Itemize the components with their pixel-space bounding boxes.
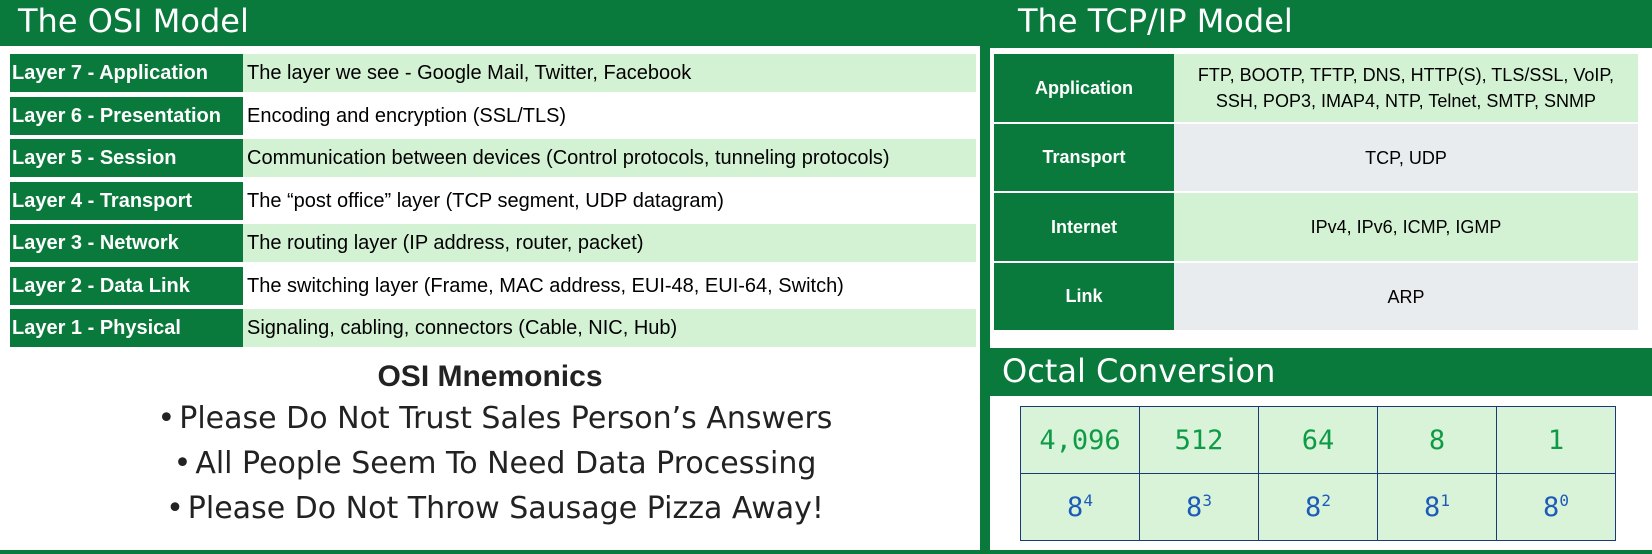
octal-power: 81: [1377, 473, 1497, 541]
osi-layer-table: Layer 7 - Application The layer we see -…: [10, 54, 976, 352]
osi-layer-description: The “post office” layer (TCP segment, UD…: [247, 189, 724, 212]
octal-place-value: 512: [1139, 406, 1259, 474]
octal-powers-row: 84 83 82 81 80: [1020, 473, 1616, 541]
osi-header: The OSI Model: [0, 0, 990, 46]
octal-base: 8: [1186, 492, 1203, 523]
osi-layer-label: Layer 2 - Data Link: [10, 266, 243, 305]
mnemonics-title: OSI Mnemonics: [377, 360, 603, 393]
tcpip-layer-protocols: FTP, BOOTP, TFTP, DNS, HTTP(S), TLS/SSL,…: [1174, 54, 1638, 122]
octal-power: 83: [1139, 473, 1259, 541]
osi-layer-description: Communication between devices (Control p…: [243, 139, 976, 177]
osi-row-layer-5: Layer 5 - Session Communication between …: [10, 139, 976, 177]
osi-layer-description: The switching layer (Frame, MAC address,…: [247, 274, 844, 297]
tcpip-title: The TCP/IP Model: [1018, 2, 1293, 40]
octal-exponent: 3: [1202, 491, 1212, 510]
octal-exponent: 2: [1321, 491, 1331, 510]
tcpip-row-link: Link ARP: [994, 263, 1638, 330]
octal-power: 82: [1258, 473, 1378, 541]
octal-base: 8: [1305, 492, 1322, 523]
osi-layer-label: Layer 3 - Network: [10, 224, 243, 262]
octal-title: Octal Conversion: [1002, 352, 1276, 390]
octal-exponent: 0: [1559, 491, 1569, 510]
octal-exponent: 4: [1083, 491, 1093, 510]
osi-row-layer-1: Layer 1 - Physical Signaling, cabling, c…: [10, 309, 976, 347]
tcpip-row-transport: Transport TCP, UDP: [994, 124, 1638, 191]
osi-layer-description: Encoding and encryption (SSL/TLS): [247, 104, 567, 127]
osi-layer-label: Layer 7 - Application: [10, 54, 243, 92]
mnemonic-item: All People Seem To Need Data Processing: [0, 441, 990, 486]
tcpip-layer-label: Internet: [994, 193, 1174, 261]
protocols-line: SSH, POP3, IMAP4, NTP, Telnet, SMTP, SNM…: [1215, 91, 1597, 111]
octal-values-row: 4,096 512 64 8 1: [1020, 406, 1616, 474]
tcpip-layer-label: Link: [994, 263, 1174, 330]
octal-header: Octal Conversion: [990, 348, 1652, 396]
osi-row-layer-2: Layer 2 - Data Link The switching layer …: [10, 266, 976, 305]
octal-base: 8: [1543, 492, 1560, 523]
tcpip-layer-protocols: TCP, UDP: [1174, 124, 1638, 191]
tcpip-header: The TCP/IP Model: [990, 0, 1652, 48]
protocols-line: FTP, BOOTP, TFTP, DNS, HTTP(S), TLS/SSL,…: [1197, 65, 1615, 85]
bottom-border: [0, 550, 1652, 554]
osi-layer-label: Layer 5 - Session: [10, 139, 243, 177]
osi-title: The OSI Model: [18, 2, 249, 40]
tcpip-layer-protocols: ARP: [1174, 263, 1638, 330]
osi-layer-description: Signaling, cabling, connectors (Cable, N…: [243, 309, 976, 347]
osi-row-layer-7: Layer 7 - Application The layer we see -…: [10, 54, 976, 92]
osi-row-layer-3: Layer 3 - Network The routing layer (IP …: [10, 224, 976, 262]
octal-conversion-table: 4,096 512 64 8 1 84 83 82 81 80: [1020, 406, 1616, 541]
osi-row-layer-6: Layer 6 - Presentation Encoding and encr…: [10, 96, 976, 135]
octal-place-value: 8: [1377, 406, 1497, 474]
octal-base: 8: [1424, 492, 1441, 523]
osi-row-layer-4: Layer 4 - Transport The “post office” la…: [10, 181, 976, 220]
osi-layer-label: Layer 6 - Presentation: [10, 96, 243, 135]
octal-place-value: 4,096: [1020, 406, 1140, 474]
osi-layer-label: Layer 4 - Transport: [10, 181, 243, 220]
osi-layer-label: Layer 1 - Physical: [10, 309, 243, 347]
section-divider: [980, 46, 990, 554]
mnemonic-item: Please Do Not Throw Sausage Pizza Away!: [0, 486, 990, 531]
tcpip-layer-protocols: IPv4, IPv6, ICMP, IGMP: [1174, 193, 1638, 261]
tcpip-layer-label: Transport: [994, 124, 1174, 191]
tcpip-row-application: Application FTP, BOOTP, TFTP, DNS, HTTP(…: [994, 54, 1638, 122]
osi-layer-description: The routing layer (IP address, router, p…: [243, 224, 976, 262]
mnemonic-item: Please Do Not Trust Sales Person’s Answe…: [0, 396, 990, 441]
tcpip-layer-table: Application FTP, BOOTP, TFTP, DNS, HTTP(…: [994, 54, 1638, 332]
octal-exponent: 1: [1440, 491, 1450, 510]
tcpip-row-internet: Internet IPv4, IPv6, ICMP, IGMP: [994, 193, 1638, 261]
octal-power: 80: [1496, 473, 1616, 541]
octal-place-value: 64: [1258, 406, 1378, 474]
tcpip-layer-label: Application: [994, 54, 1174, 122]
octal-power: 84: [1020, 473, 1140, 541]
osi-layer-description: The layer we see - Google Mail, Twitter,…: [243, 54, 976, 92]
osi-mnemonics: OSI Mnemonics Please Do Not Trust Sales …: [0, 358, 990, 531]
octal-place-value: 1: [1496, 406, 1616, 474]
octal-base: 8: [1067, 492, 1084, 523]
